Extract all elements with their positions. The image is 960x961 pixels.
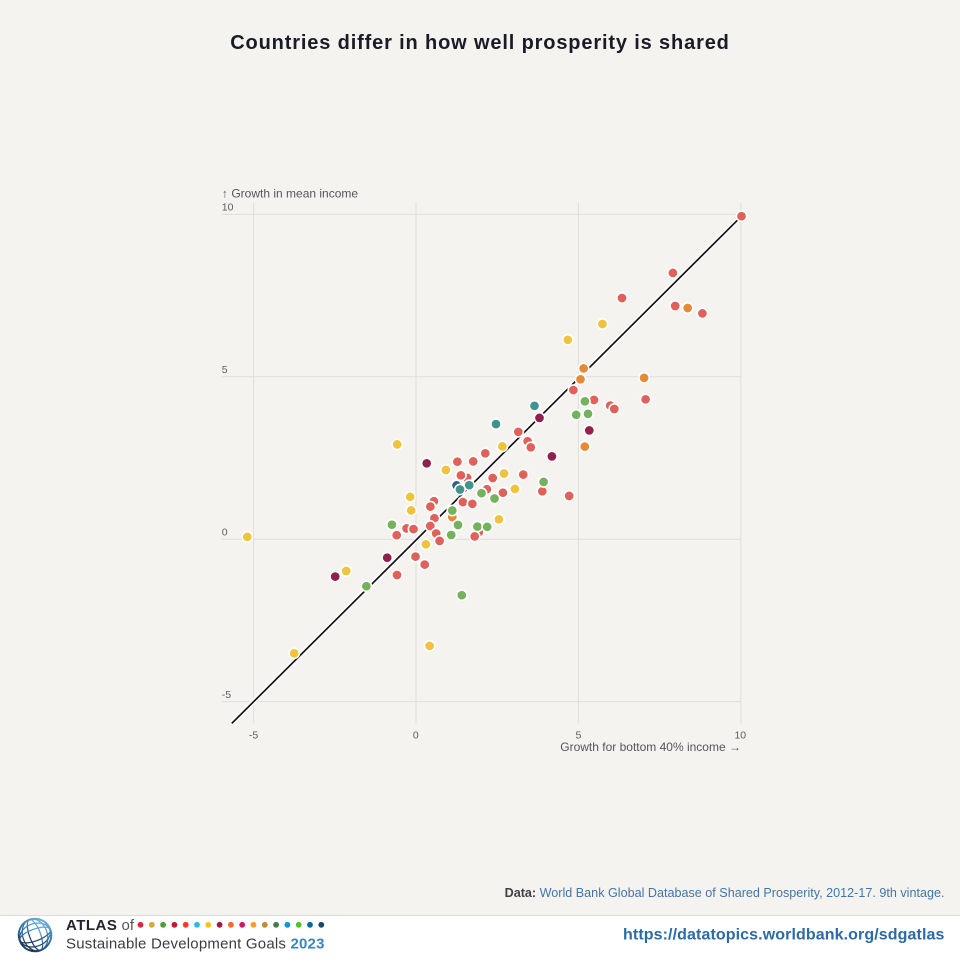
svg-text:-5: -5 <box>222 689 231 701</box>
svg-text:Growth for bottom 40% income →: Growth for bottom 40% income → <box>560 740 741 754</box>
svg-text:0: 0 <box>222 526 228 538</box>
svg-text:-5: -5 <box>249 729 258 741</box>
svg-text:5: 5 <box>222 364 228 376</box>
svg-text:10: 10 <box>222 202 234 214</box>
svg-text:Sustainable Development Goals: Sustainable Development Goals 2023 <box>66 936 325 953</box>
svg-text:↑ Growth in mean income: ↑ Growth in mean income <box>222 187 358 201</box>
svg-text:https://datatopics.worldbank.o: https://datatopics.worldbank.org/sdgatla… <box>623 927 944 944</box>
svg-text:0: 0 <box>413 729 419 741</box>
svg-text:10: 10 <box>734 729 746 741</box>
svg-text:5: 5 <box>575 729 581 741</box>
svg-text:ATLAS of: ATLAS of <box>66 917 135 934</box>
